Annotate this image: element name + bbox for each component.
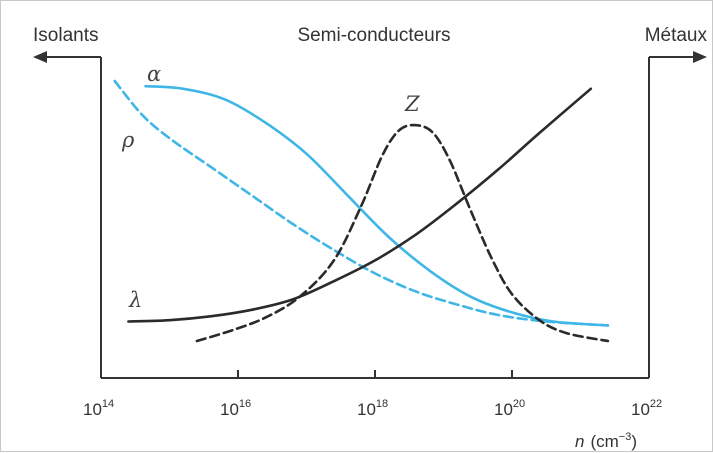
x-tick-label-base: 10 [83, 400, 102, 419]
x-axis-label-unit: (cm [590, 432, 618, 451]
x-tick-label-base: 10 [220, 400, 239, 419]
x-tick-label-exponent: 16 [239, 398, 251, 410]
x-tick-label-16: 1016 [220, 398, 251, 419]
series-label-lambda: λ [128, 288, 142, 312]
x-tick-label-base: 10 [494, 400, 513, 419]
series-rho-line [113, 79, 610, 327]
series-lambda-line [127, 87, 593, 323]
region-label-metaux: Métaux [645, 25, 708, 46]
series-label-alpha: α [147, 62, 161, 86]
right-arrow-head-icon [693, 51, 707, 63]
series-alpha-line [144, 84, 610, 327]
x-tick-label-18: 1018 [357, 398, 388, 419]
x-tick-label-exponent: 20 [513, 398, 525, 410]
x-axis-label: n (cm−3) [575, 431, 637, 451]
x-tick-label-22: 1022 [631, 398, 662, 419]
x-ticks-group: 1014 1016 1018 1020 1022 [83, 370, 662, 419]
x-tick-label-base: 10 [631, 400, 650, 419]
x-tick-label-base: 10 [357, 400, 376, 419]
x-tick-label-14: 1014 [83, 398, 114, 419]
x-tick-label-20: 1020 [494, 398, 525, 419]
x-tick-label-exponent: 18 [376, 398, 388, 410]
left-arrow-head-icon [33, 51, 47, 63]
series-labels-group: α ρ λ Z [121, 62, 420, 312]
axes-group [33, 51, 707, 379]
x-axis-label-close: ) [631, 432, 637, 451]
x-tick-label-exponent: 22 [650, 398, 662, 410]
series-label-z: Z [404, 92, 420, 116]
region-label-semi-conducteurs: Semi-conducteurs [297, 25, 450, 46]
series-group [113, 79, 610, 343]
x-axis-label-exponent: −3 [619, 431, 632, 443]
region-label-isolants: Isolants [33, 25, 98, 46]
x-tick-label-exponent: 14 [102, 398, 114, 410]
series-label-rho: ρ [121, 128, 135, 152]
series-z-line [195, 123, 610, 343]
x-axis-label-variable: n [575, 432, 584, 451]
